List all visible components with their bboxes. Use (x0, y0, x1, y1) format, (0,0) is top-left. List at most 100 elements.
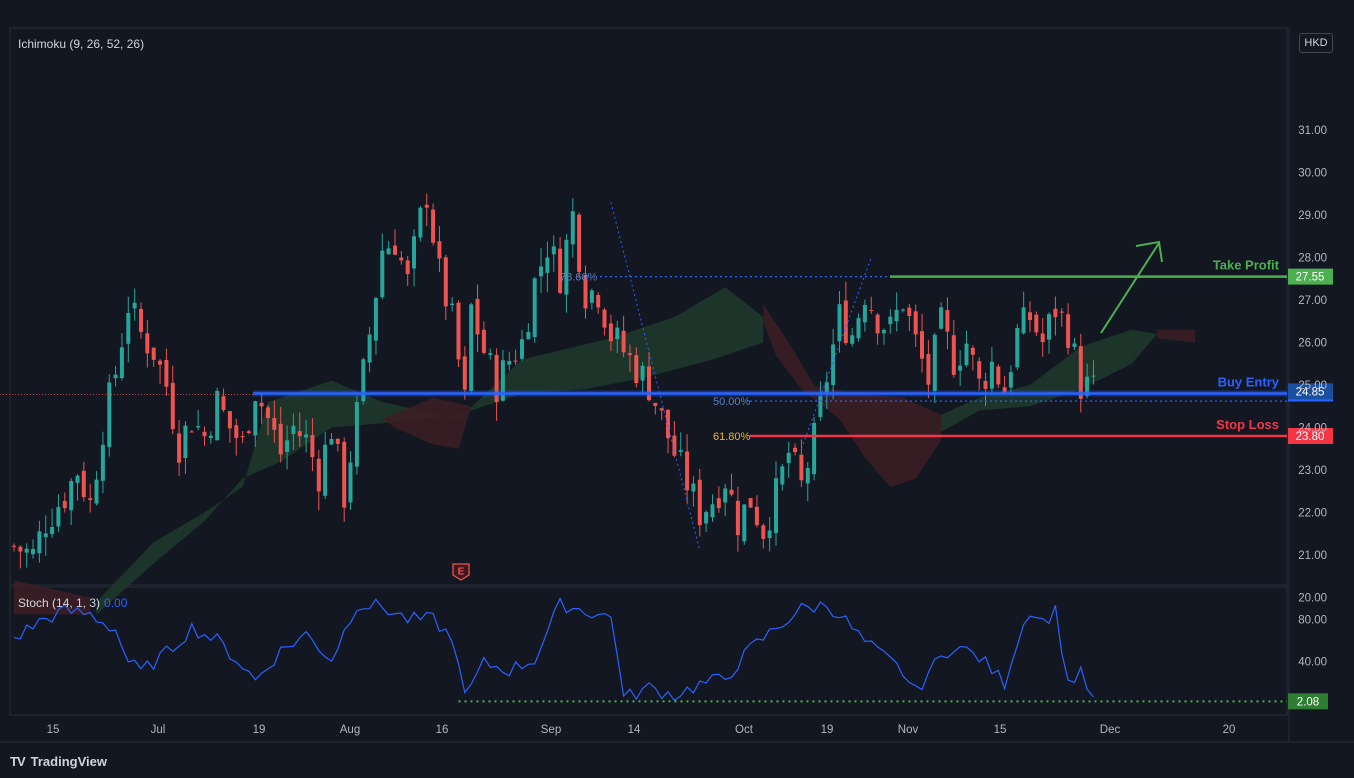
candle (183, 421, 188, 474)
candle-body (208, 435, 213, 439)
stoch-label-text: Stoch (14, 1, 3) (18, 596, 101, 610)
candle-body (685, 451, 690, 491)
last-price-tag: 24.85 (1288, 383, 1333, 400)
candle (583, 265, 588, 319)
fib-trend-line (800, 257, 872, 449)
cloud-bear-2 (382, 397, 472, 449)
candle (850, 327, 855, 347)
candle (888, 309, 893, 334)
candle (862, 299, 867, 332)
candle-body (507, 360, 512, 365)
stoch-tick-label: 80.00 (1298, 615, 1327, 627)
candle (342, 437, 347, 522)
candle (62, 492, 67, 513)
stoch-value: 0.00 (104, 596, 128, 610)
buy-entry-label: Buy Entry (1218, 375, 1280, 390)
earnings-marker[interactable]: E (452, 563, 470, 581)
candle-body (373, 298, 378, 341)
take-profit-price-tag: 27.55 (1288, 268, 1333, 285)
candle (1008, 365, 1013, 396)
candle (615, 320, 620, 354)
candle-body (310, 435, 315, 458)
candle (780, 463, 785, 491)
candle (18, 545, 23, 569)
candle-body (894, 309, 899, 322)
candle-body (653, 402, 658, 406)
candle (170, 365, 175, 435)
cloud-bear-4 (1157, 329, 1196, 343)
candle-body (494, 355, 499, 403)
candle-body (672, 435, 677, 456)
candle (431, 203, 436, 246)
price-tick-label: 24.00 (1298, 423, 1327, 435)
candle-body (558, 248, 563, 293)
time-tick-label: 19 (253, 724, 266, 736)
candle-body (126, 313, 131, 344)
candle (767, 517, 772, 552)
candle (107, 374, 112, 457)
candle-body (564, 239, 569, 295)
candle-body (202, 431, 207, 437)
candle-body (481, 329, 486, 353)
candle-body (608, 323, 613, 342)
candle-body (577, 214, 582, 272)
candle (589, 288, 594, 310)
candle (56, 494, 61, 532)
time-tick-label: Oct (735, 724, 754, 736)
candle (894, 292, 899, 332)
candle-body (545, 257, 550, 273)
target-arrow-shaft (1100, 242, 1160, 334)
stoch-label[interactable]: Stoch (14, 1, 3) 0.00 (18, 596, 127, 610)
candle-body (710, 504, 715, 518)
candle (520, 329, 524, 361)
candle-body (996, 366, 1001, 385)
candle (158, 358, 162, 384)
candle (253, 400, 258, 448)
candle-body (951, 335, 956, 375)
price-pane-frame (9, 27, 1288, 586)
candle-body (253, 401, 258, 436)
candle (1059, 308, 1064, 327)
candle-body (431, 209, 436, 243)
candle-body (831, 344, 836, 385)
candle (285, 425, 290, 470)
candle-body (227, 411, 232, 429)
candle-body (850, 335, 855, 344)
candle (920, 313, 924, 373)
candle (139, 302, 143, 339)
candle-body (570, 211, 575, 245)
ichimoku-label-text: Ichimoku (9, 26, 52, 26) (18, 37, 145, 51)
candle (1021, 291, 1026, 335)
candle (227, 410, 232, 443)
candle-body (177, 433, 182, 463)
candle (989, 347, 994, 396)
candle (145, 320, 150, 368)
candle (494, 348, 499, 421)
candle (1015, 323, 1020, 371)
candle-body (647, 366, 651, 401)
candle (685, 434, 690, 504)
candle (475, 284, 480, 353)
ichimoku-label[interactable]: Ichimoku (9, 26, 52, 26) (18, 37, 144, 51)
candle-body (139, 308, 143, 332)
candle-body (18, 546, 23, 552)
candle (164, 348, 169, 396)
candles (12, 193, 1096, 569)
candle-body (735, 500, 740, 536)
candle-body (945, 310, 950, 332)
candle-body (234, 425, 239, 438)
target-arrow-head (1135, 240, 1163, 263)
candle-body (170, 382, 175, 430)
fib-label: 61.80% (713, 431, 751, 443)
currency-badge[interactable]: HKD (1299, 33, 1333, 53)
candle (246, 429, 251, 435)
candle (932, 332, 937, 404)
candle (189, 429, 194, 433)
tradingview-logo[interactable]: TV TradingView (10, 752, 107, 770)
candle (754, 495, 759, 528)
price-tick-label: 23.00 (1298, 465, 1327, 477)
candle-body (37, 531, 42, 554)
cloud-bull-2 (941, 329, 1157, 432)
levels: 78.60% 50.00% 61.80% Take Profit 27.55 Buy En… (0, 202, 1333, 551)
